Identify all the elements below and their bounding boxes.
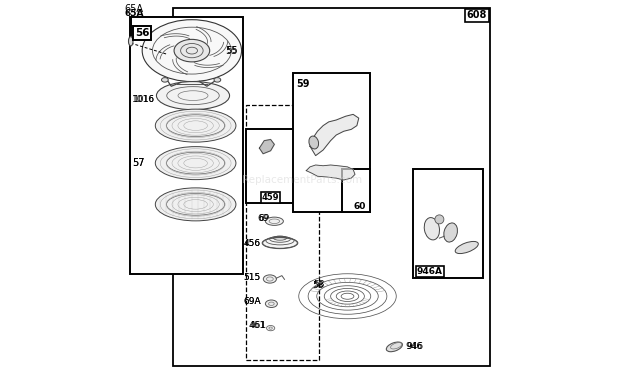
Text: 57: 57 — [132, 158, 144, 168]
Bar — [246, 105, 319, 360]
Ellipse shape — [156, 109, 236, 142]
Text: 946: 946 — [406, 342, 423, 351]
Ellipse shape — [142, 20, 242, 82]
Text: 1016: 1016 — [132, 95, 155, 104]
Ellipse shape — [262, 237, 298, 249]
Text: 461: 461 — [249, 321, 267, 330]
Text: 515: 515 — [244, 273, 261, 282]
Ellipse shape — [128, 37, 133, 46]
Text: 56: 56 — [135, 28, 149, 38]
Bar — [246, 129, 295, 203]
Bar — [342, 169, 370, 212]
Polygon shape — [310, 114, 359, 156]
Text: 608: 608 — [467, 10, 487, 21]
Ellipse shape — [156, 147, 236, 180]
Bar — [173, 8, 490, 366]
Text: 946: 946 — [405, 342, 423, 351]
Text: 55: 55 — [227, 46, 238, 55]
Bar — [413, 169, 482, 278]
Text: 456: 456 — [244, 239, 261, 248]
Text: 946A: 946A — [417, 267, 443, 276]
Text: 58: 58 — [312, 280, 324, 290]
Text: 1016: 1016 — [133, 95, 154, 104]
Text: 65A: 65A — [125, 9, 144, 18]
Ellipse shape — [267, 326, 275, 331]
Ellipse shape — [156, 188, 236, 221]
Polygon shape — [259, 140, 275, 154]
Text: 69A: 69A — [244, 297, 261, 306]
Text: 55: 55 — [226, 46, 238, 56]
Bar — [130, 17, 242, 274]
Text: 69A: 69A — [243, 297, 261, 306]
Text: 60: 60 — [353, 202, 366, 211]
Ellipse shape — [444, 223, 458, 242]
Text: 69: 69 — [259, 214, 270, 223]
Ellipse shape — [455, 242, 478, 254]
Text: 65A: 65A — [125, 4, 143, 14]
Ellipse shape — [424, 217, 440, 240]
Text: 456: 456 — [243, 239, 260, 248]
Text: 59: 59 — [296, 79, 309, 89]
Bar — [293, 73, 370, 212]
Ellipse shape — [264, 275, 277, 283]
Text: 58: 58 — [313, 280, 324, 289]
Ellipse shape — [174, 39, 210, 62]
Polygon shape — [306, 165, 355, 180]
Ellipse shape — [265, 217, 283, 225]
Text: 459: 459 — [262, 193, 280, 202]
Text: 515: 515 — [243, 273, 260, 282]
Text: ReplacementParts.com: ReplacementParts.com — [242, 175, 363, 185]
Text: 69: 69 — [257, 214, 269, 223]
Text: 57: 57 — [133, 158, 145, 168]
Ellipse shape — [309, 136, 319, 149]
Ellipse shape — [156, 82, 229, 110]
Text: 461: 461 — [249, 321, 266, 330]
Circle shape — [435, 215, 444, 224]
Ellipse shape — [265, 300, 277, 307]
Ellipse shape — [161, 78, 168, 82]
Ellipse shape — [386, 342, 402, 352]
Ellipse shape — [214, 78, 221, 82]
